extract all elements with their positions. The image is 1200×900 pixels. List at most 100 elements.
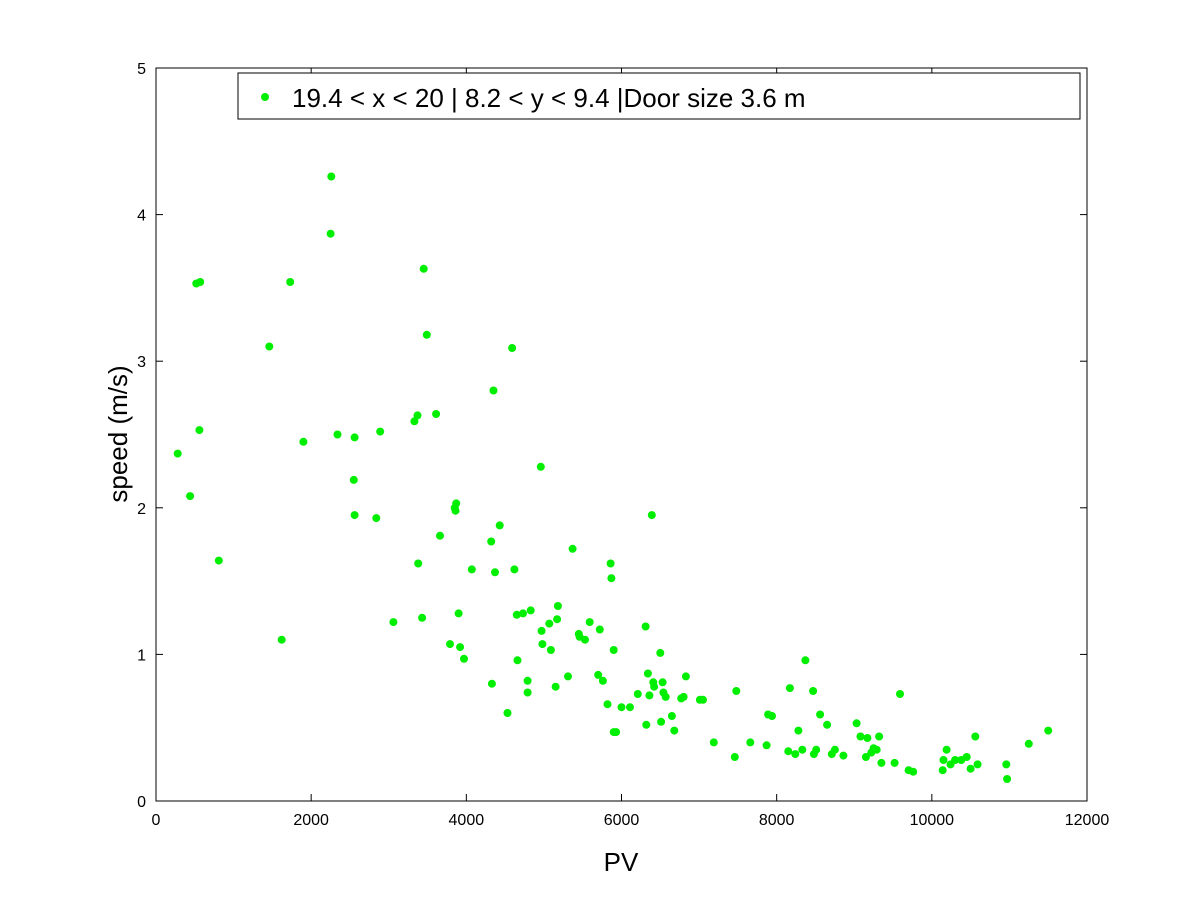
data-point xyxy=(801,656,810,665)
x-tick-label: 10000 xyxy=(910,812,955,829)
data-point xyxy=(419,264,428,273)
data-point xyxy=(195,426,204,435)
data-point xyxy=(372,514,381,523)
data-point xyxy=(962,753,971,761)
data-point xyxy=(612,728,621,737)
data-point xyxy=(877,758,886,767)
data-point xyxy=(456,643,465,652)
y-tick-label: 3 xyxy=(137,354,146,371)
data-point xyxy=(816,710,825,719)
data-point xyxy=(942,745,951,754)
x-tick-label: 4000 xyxy=(449,812,485,829)
data-point xyxy=(699,695,707,704)
data-point xyxy=(603,700,612,709)
legend-entry: 19.4 < x < 20 | 8.2 < y < 9.4 |Door size… xyxy=(292,83,806,113)
legend-box xyxy=(237,72,1081,120)
data-point xyxy=(645,691,654,700)
data-point xyxy=(971,732,980,741)
data-point xyxy=(938,766,947,775)
data-point xyxy=(606,559,615,568)
data-point xyxy=(214,556,223,565)
data-point xyxy=(277,635,286,644)
data-point xyxy=(487,537,496,546)
x-tick-label: 0 xyxy=(152,812,161,829)
data-point xyxy=(333,430,342,439)
data-point xyxy=(626,703,634,712)
data-point xyxy=(286,278,295,286)
data-point xyxy=(413,411,422,420)
data-point xyxy=(350,433,359,442)
data-point xyxy=(863,734,872,742)
data-point xyxy=(909,767,918,776)
data-point xyxy=(951,756,960,764)
data-point xyxy=(830,745,839,754)
y-tick-label: 0 xyxy=(137,794,146,811)
plot-area xyxy=(155,67,1088,802)
data-point xyxy=(581,635,589,644)
data-point xyxy=(732,687,741,695)
data-point xyxy=(491,568,499,577)
data-point xyxy=(650,682,659,691)
data-point xyxy=(422,330,431,339)
data-point xyxy=(196,278,205,286)
axis-ticks: 0 2000 4000 6000 8000 10000 12000 0 1 2 3 4 5 xyxy=(137,61,1109,829)
data-point xyxy=(436,531,444,540)
data-point xyxy=(508,344,517,352)
data-point xyxy=(896,690,904,698)
data-point xyxy=(643,669,652,678)
data-point xyxy=(617,703,626,712)
data-point xyxy=(545,619,554,628)
data-point xyxy=(389,618,398,627)
data-point xyxy=(661,692,670,701)
data-point xyxy=(809,687,818,695)
data-point xyxy=(595,625,604,634)
legend-marker xyxy=(261,93,269,101)
data-point xyxy=(568,544,577,553)
data-point xyxy=(667,712,676,720)
data-point xyxy=(784,747,793,756)
data-point xyxy=(973,760,982,769)
y-tick-label: 5 xyxy=(137,61,146,78)
data-point xyxy=(349,475,358,484)
data-point xyxy=(594,670,603,679)
data-point xyxy=(1024,739,1033,748)
data-point xyxy=(452,499,461,508)
data-point xyxy=(872,745,881,754)
data-point xyxy=(510,565,519,574)
data-point xyxy=(633,690,642,698)
y-tick-label: 1 xyxy=(137,647,146,664)
data-point xyxy=(432,410,441,418)
data-point xyxy=(609,646,618,654)
data-point xyxy=(538,640,547,649)
data-point xyxy=(173,449,182,458)
data-point xyxy=(839,751,848,760)
data-point xyxy=(768,712,776,720)
data-point xyxy=(670,726,679,735)
data-point xyxy=(823,720,832,729)
data-point xyxy=(299,437,308,446)
data-point xyxy=(607,574,616,583)
data-point xyxy=(326,229,335,238)
data-point xyxy=(523,676,532,685)
data-point xyxy=(709,738,718,747)
x-tick-label: 12000 xyxy=(1065,812,1110,829)
data-point xyxy=(762,741,771,750)
data-point xyxy=(875,732,884,741)
data-point xyxy=(495,521,504,530)
data-point xyxy=(414,559,423,568)
y-axis-label: speed (m/s) xyxy=(103,365,133,502)
data-point xyxy=(410,417,419,426)
data-point xyxy=(852,719,861,728)
data-point xyxy=(451,506,460,515)
data-point xyxy=(1044,726,1053,735)
data-point xyxy=(658,678,667,687)
data-point xyxy=(376,427,385,436)
data-point xyxy=(537,626,546,635)
data-point xyxy=(746,738,755,747)
y-tick-label: 4 xyxy=(137,208,146,225)
data-point xyxy=(856,732,865,741)
data-point xyxy=(350,511,359,520)
data-point xyxy=(519,609,527,618)
data-point xyxy=(656,648,665,657)
